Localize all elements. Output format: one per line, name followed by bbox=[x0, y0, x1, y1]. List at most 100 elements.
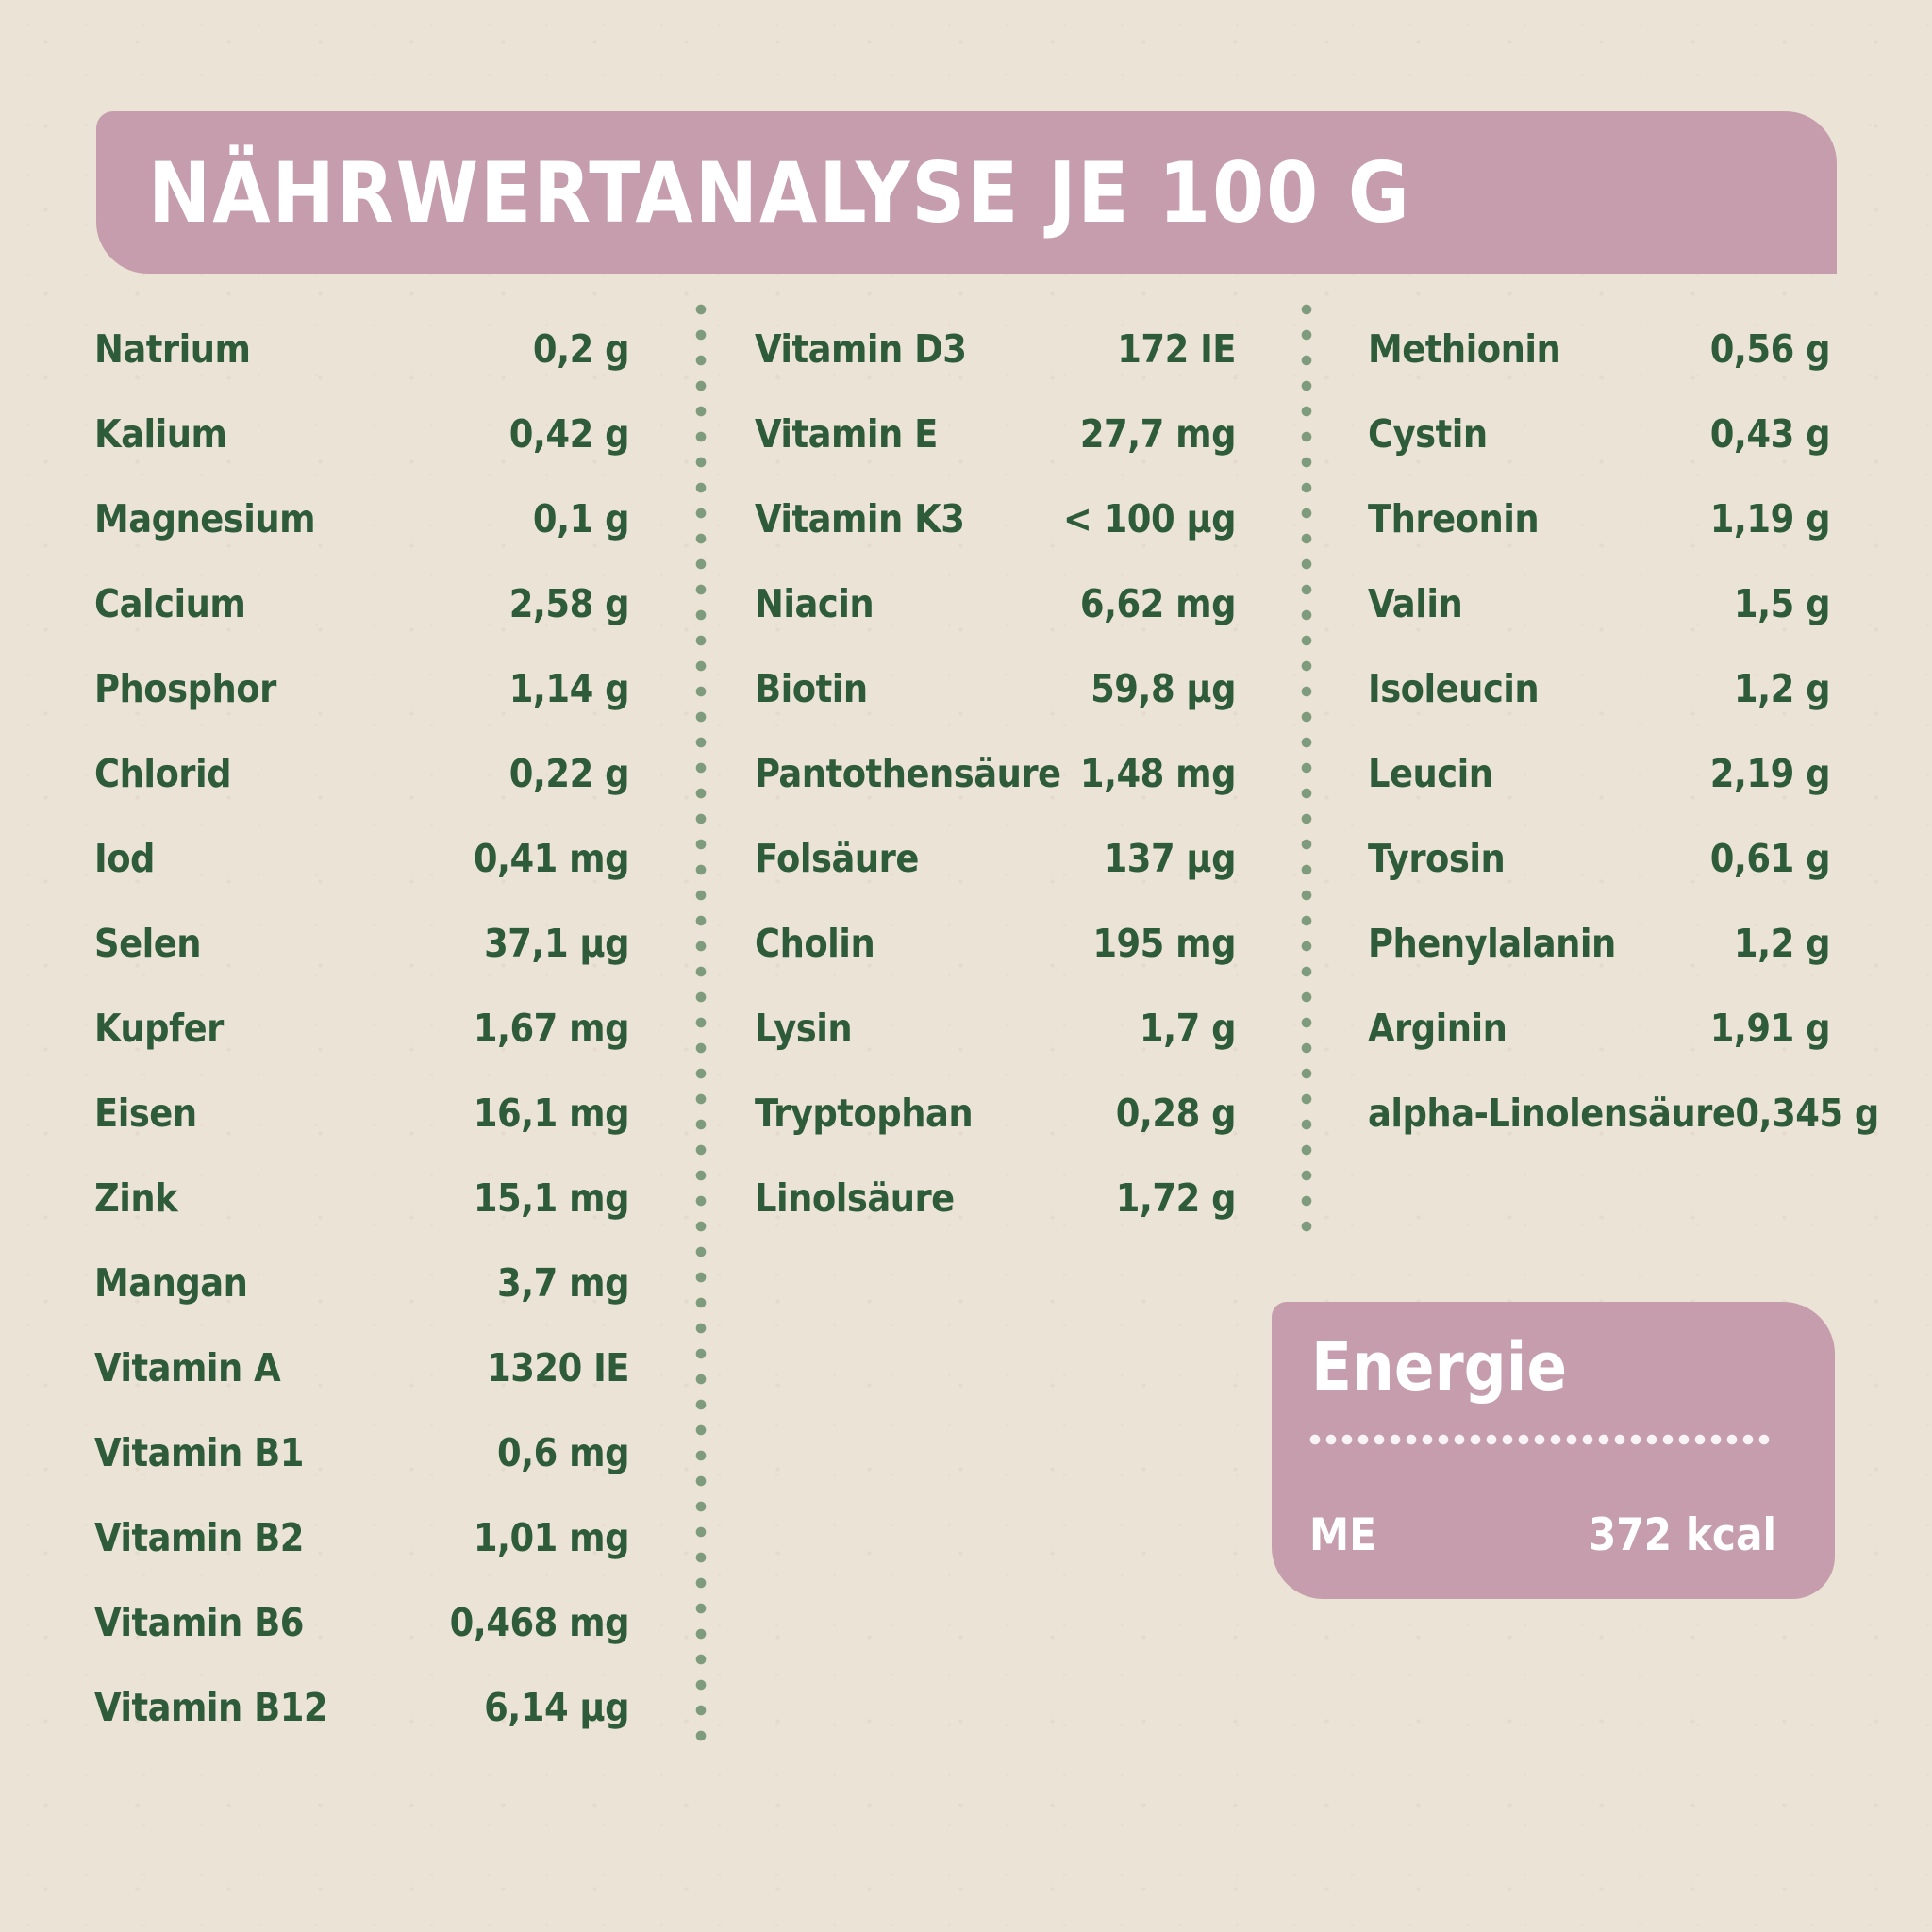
nutrient-label: Pantothensäure bbox=[755, 751, 1061, 796]
nutrient-row: Kalium 0,42 g bbox=[94, 391, 630, 476]
nutrient-label: Valin bbox=[1368, 581, 1463, 626]
nutrient-value: 1,7 g bbox=[1139, 1006, 1237, 1051]
energy-label: ME bbox=[1309, 1509, 1376, 1561]
nutrient-value: 1,72 g bbox=[1115, 1175, 1237, 1221]
nutrient-value: 37,1 µg bbox=[484, 921, 629, 966]
nutrient-row: Arginin 1,91 g bbox=[1368, 986, 1831, 1071]
nutrient-value: 16,1 mg bbox=[473, 1091, 630, 1136]
nutrient-row: Biotin 59,8 µg bbox=[755, 646, 1236, 731]
nutrient-row: Vitamin B12 6,14 µg bbox=[94, 1665, 629, 1750]
nutrient-value: 1,14 g bbox=[508, 666, 630, 711]
nutrient-value: 0,22 g bbox=[508, 751, 630, 796]
nutrient-row: Chlorid 0,22 g bbox=[94, 731, 630, 816]
nutrient-label: Mangan bbox=[94, 1260, 248, 1306]
nutrient-label: Vitamin B12 bbox=[94, 1685, 328, 1730]
nutrient-row: Cystin 0,43 g bbox=[1368, 391, 1831, 476]
nutrient-label: Niacin bbox=[755, 581, 874, 626]
nutrient-value: 27,7 mg bbox=[1079, 411, 1237, 457]
nutrient-value: 3,7 mg bbox=[496, 1260, 630, 1306]
nutrient-row: Vitamin B6 0,468 mg bbox=[94, 1580, 630, 1665]
nutrient-row: Iod 0,41 mg bbox=[94, 816, 630, 901]
nutrient-value: 0,28 g bbox=[1115, 1091, 1237, 1136]
nutrient-value: 0,2 g bbox=[532, 326, 630, 372]
nutrient-value: 1,2 g bbox=[1733, 921, 1831, 966]
nutrient-row: Leucin 2,19 g bbox=[1368, 731, 1831, 816]
nutrient-row: Tyrosin 0,61 g bbox=[1368, 816, 1831, 901]
nutrient-row: Phenylalanin 1,2 g bbox=[1368, 901, 1831, 986]
nutrient-row: Pantothensäure 1,48 mg bbox=[755, 731, 1237, 816]
page-title: NÄHRWERTANALYSE JE 100 G bbox=[148, 143, 1411, 242]
nutrient-label: Chlorid bbox=[94, 751, 232, 796]
nutrient-value: 0,42 g bbox=[508, 411, 630, 457]
nutrient-label: Vitamin B1 bbox=[94, 1430, 304, 1475]
nutrient-label: Linolsäure bbox=[755, 1175, 955, 1221]
nutrient-value: 1,01 mg bbox=[473, 1515, 630, 1560]
energy-title: Energie bbox=[1311, 1328, 1568, 1406]
nutrient-label: Vitamin A bbox=[94, 1345, 281, 1391]
nutrient-value: < 100 µg bbox=[1062, 496, 1237, 541]
nutrient-row: Methionin 0,56 g bbox=[1368, 307, 1831, 391]
nutrient-label: Methionin bbox=[1368, 326, 1561, 372]
nutrient-label: Vitamin B2 bbox=[94, 1515, 304, 1560]
header-bar: NÄHRWERTANALYSE JE 100 G bbox=[96, 111, 1837, 274]
nutrient-value: 0,1 g bbox=[532, 496, 630, 541]
nutrient-label: Vitamin K3 bbox=[755, 496, 965, 541]
energy-dotted-line bbox=[1309, 1434, 1774, 1445]
nutrient-value: 1,5 g bbox=[1733, 581, 1831, 626]
nutrient-row: Threonin 1,19 g bbox=[1368, 476, 1831, 561]
nutrient-value: 195 mg bbox=[1092, 921, 1236, 966]
nutrient-value: 1,2 g bbox=[1733, 666, 1831, 711]
nutrient-row: Vitamin D3 172 IE bbox=[755, 307, 1236, 391]
nutrient-row: Zink 15,1 mg bbox=[94, 1156, 630, 1241]
nutrient-label: Zink bbox=[94, 1175, 178, 1221]
nutrient-value: 0,61 g bbox=[1709, 836, 1831, 881]
nutrient-value: 172 IE bbox=[1117, 326, 1236, 372]
dotted-separator-1 bbox=[695, 304, 707, 1745]
nutrient-value: 0,41 mg bbox=[473, 836, 630, 881]
nutrient-column-vitamins-acids: Vitamin D3 172 IE Vitamin E 27,7 mg Vitamin … bbox=[755, 307, 1237, 1241]
nutrient-value: 6,14 µg bbox=[484, 1685, 629, 1730]
nutrient-value: 59,8 µg bbox=[1091, 666, 1236, 711]
nutrient-row: Eisen 16,1 mg bbox=[94, 1071, 630, 1156]
nutrient-label: Vitamin B6 bbox=[94, 1600, 304, 1645]
energy-value: 372 kcal bbox=[1588, 1509, 1776, 1561]
nutrient-label: Vitamin E bbox=[755, 411, 938, 457]
nutrient-row: Cholin 195 mg bbox=[755, 901, 1236, 986]
nutrient-row: Lysin 1,7 g bbox=[755, 986, 1237, 1071]
nutrient-label: Lysin bbox=[755, 1006, 853, 1051]
nutrient-row: Mangan 3,7 mg bbox=[94, 1241, 630, 1325]
nutrient-value: 0,345 g bbox=[1735, 1091, 1879, 1136]
nutrient-label: Selen bbox=[94, 921, 202, 966]
nutrient-row: Isoleucin 1,2 g bbox=[1368, 646, 1831, 731]
nutrient-label: Biotin bbox=[755, 666, 868, 711]
nutrient-label: Kupfer bbox=[94, 1006, 224, 1051]
nutrient-value: 1,48 mg bbox=[1079, 751, 1237, 796]
nutrient-label: Magnesium bbox=[94, 496, 316, 541]
nutrient-column-minerals-vitamins: Natrium 0,2 g Kalium 0,42 g Magnesium 0,1 g Ca… bbox=[94, 307, 630, 1750]
nutrient-value: 1,91 g bbox=[1709, 1006, 1831, 1051]
energy-box: Energie ME 372 kcal bbox=[1272, 1302, 1835, 1599]
nutrient-label: Tyrosin bbox=[1368, 836, 1506, 881]
nutrient-row: Valin 1,5 g bbox=[1368, 561, 1831, 646]
nutrient-value: 0,6 mg bbox=[496, 1430, 630, 1475]
nutrient-label: alpha-Linolensäure bbox=[1368, 1091, 1736, 1136]
nutrient-label: Kalium bbox=[94, 411, 227, 457]
nutrient-row: Vitamin B2 1,01 mg bbox=[94, 1495, 630, 1580]
nutrient-label: Leucin bbox=[1368, 751, 1493, 796]
nutrient-value: 1,67 mg bbox=[473, 1006, 630, 1051]
nutrient-row: Niacin 6,62 mg bbox=[755, 561, 1237, 646]
nutrient-row: Phosphor 1,14 g bbox=[94, 646, 630, 731]
nutrient-label: Phenylalanin bbox=[1368, 921, 1616, 966]
nutrient-row: Calcium 2,58 g bbox=[94, 561, 630, 646]
dotted-separator-2 bbox=[1301, 304, 1312, 1233]
nutrient-row: Folsäure 137 µg bbox=[755, 816, 1237, 901]
nutrient-row: Selen 37,1 µg bbox=[94, 901, 629, 986]
nutrient-row: Vitamin B1 0,6 mg bbox=[94, 1410, 630, 1495]
nutrient-value: 0,43 g bbox=[1709, 411, 1831, 457]
nutrient-column-amino-acids: Methionin 0,56 g Cystin 0,43 g Threonin 1,19 … bbox=[1368, 307, 1879, 1156]
nutrient-label: Eisen bbox=[94, 1091, 197, 1136]
nutrient-value: 0,468 mg bbox=[449, 1600, 630, 1645]
energy-row: ME 372 kcal bbox=[1309, 1509, 1776, 1561]
nutrient-value: 0,56 g bbox=[1709, 326, 1831, 372]
